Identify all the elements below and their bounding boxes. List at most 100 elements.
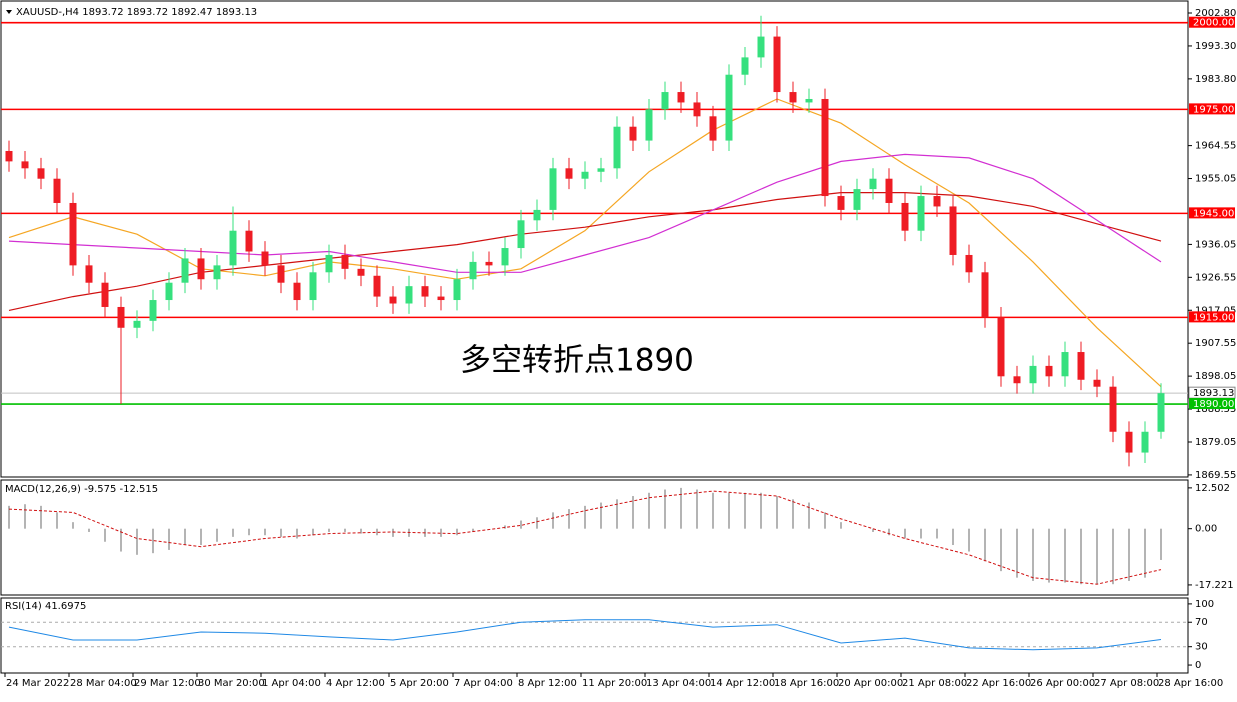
- candle-body: [533, 209, 541, 221]
- candle-body: [565, 168, 573, 179]
- candle-body: [837, 196, 845, 210]
- x-tick-label: 4 Apr 12:00: [326, 678, 385, 689]
- x-tick-label: 5 Apr 20:00: [390, 678, 449, 689]
- candle-body: [133, 320, 141, 328]
- y-tick-label: 1869.55: [1195, 470, 1236, 481]
- candle-body: [373, 275, 381, 297]
- candle-body: [549, 168, 557, 210]
- y-tick-label: 1926.55: [1195, 272, 1236, 283]
- candle-body: [165, 282, 173, 301]
- current-price-label: 1893.13: [1193, 388, 1234, 399]
- candle-body: [197, 258, 205, 280]
- rsi-line: [8, 619, 1162, 651]
- y-tick-label: 12.502: [1195, 483, 1230, 494]
- x-tick-label: 29 Mar 12:00: [134, 678, 201, 689]
- candle-body: [229, 230, 237, 266]
- macd-panel: [0, 479, 1189, 596]
- candle-body: [1045, 365, 1053, 377]
- level-tag: [1189, 103, 1235, 115]
- candle-body: [469, 261, 477, 280]
- candle-body: [117, 306, 125, 328]
- candle-body: [37, 168, 45, 179]
- candle-body: [885, 178, 893, 203]
- candle-body: [933, 196, 941, 207]
- candle-body: [597, 168, 605, 172]
- x-tick-label: 11 Apr 20:00: [582, 678, 647, 689]
- y-tick-label: 100: [1195, 599, 1214, 610]
- rsi-panel: [0, 597, 1189, 674]
- candle-body: [293, 282, 301, 301]
- level-tag: [1189, 311, 1235, 323]
- level-tag: [1189, 207, 1235, 219]
- candle-body: [85, 265, 93, 283]
- x-tick-label: 21 Apr 08:00: [902, 678, 967, 689]
- candle-body: [1029, 365, 1037, 384]
- main-panel: [0, 0, 1189, 478]
- level-label: 1945.00: [1193, 208, 1234, 219]
- candle-body: [485, 261, 493, 266]
- macd-title: MACD(12,26,9) -9.575 -12.515: [5, 484, 158, 495]
- x-tick-label: 7 Apr 04:00: [454, 678, 513, 689]
- x-tick-label: 1 Apr 04:00: [262, 678, 321, 689]
- candle-body: [1125, 431, 1133, 453]
- level-label: 1915.00: [1193, 312, 1234, 323]
- candle-body: [917, 196, 925, 231]
- candle-body: [1141, 431, 1149, 453]
- y-tick-label: 1898.05: [1195, 371, 1236, 382]
- candle-body: [213, 265, 221, 280]
- x-tick-label: 27 Apr 08:00: [1094, 678, 1159, 689]
- level-tag: [1189, 398, 1235, 410]
- candle-body: [277, 265, 285, 283]
- candle-body: [901, 202, 909, 231]
- menu-arrow: [6, 10, 12, 14]
- candle-body: [261, 251, 269, 266]
- y-tick-label: 70: [1195, 617, 1208, 628]
- x-tick-label: 26 Apr 00:00: [1030, 678, 1095, 689]
- candle-body: [517, 220, 525, 249]
- candle-body: [53, 178, 61, 203]
- candle-body: [821, 98, 829, 197]
- candle-body: [805, 98, 813, 103]
- candle-body: [677, 92, 685, 103]
- candle-body: [613, 126, 621, 169]
- level-label: 1890.00: [1193, 399, 1234, 410]
- x-tick-label: 24 Mar 2022: [6, 678, 69, 689]
- annotation: 多空转折点1890: [460, 343, 694, 379]
- candle-body: [725, 74, 733, 141]
- candle-body: [869, 178, 877, 190]
- candle-body: [5, 150, 13, 162]
- candle-body: [421, 286, 429, 297]
- candle-body: [325, 254, 333, 273]
- candle-body: [581, 171, 589, 179]
- candle-body: [1157, 393, 1165, 432]
- candle-body: [389, 296, 397, 304]
- candle-body: [245, 230, 253, 252]
- candle-body: [789, 92, 797, 103]
- candle-body: [661, 92, 669, 110]
- y-tick-label: 1964.55: [1195, 141, 1236, 152]
- candle-body: [693, 102, 701, 117]
- y-tick-label: -17.221: [1195, 580, 1234, 591]
- y-tick-label: 1955.05: [1195, 174, 1236, 185]
- y-tick-label: 0: [1195, 660, 1201, 671]
- candle-body: [453, 279, 461, 301]
- candle-body: [949, 206, 957, 255]
- candle-body: [21, 161, 29, 169]
- candle-body: [1077, 352, 1085, 380]
- candle-body: [773, 36, 781, 93]
- y-tick-label: 1888.55: [1195, 404, 1236, 415]
- chart-title: XAUUSD-,H4 1893.72 1893.72 1892.47 1893.…: [16, 7, 257, 18]
- y-tick-label: 1907.55: [1195, 338, 1236, 349]
- candle-body: [1013, 376, 1021, 384]
- y-tick-label: 30: [1195, 642, 1208, 653]
- x-tick-label: 20 Apr 00:00: [838, 678, 903, 689]
- candle-body: [405, 286, 413, 304]
- x-tick-label: 28 Mar 04:00: [70, 678, 137, 689]
- macd-signal: [8, 490, 1162, 585]
- candle-body: [629, 126, 637, 141]
- candle-body: [645, 109, 653, 141]
- x-tick-label: 30 Mar 20:00: [198, 678, 265, 689]
- y-tick-label: 1879.05: [1195, 437, 1236, 448]
- candle-body: [181, 258, 189, 283]
- level-tag: [1189, 16, 1235, 28]
